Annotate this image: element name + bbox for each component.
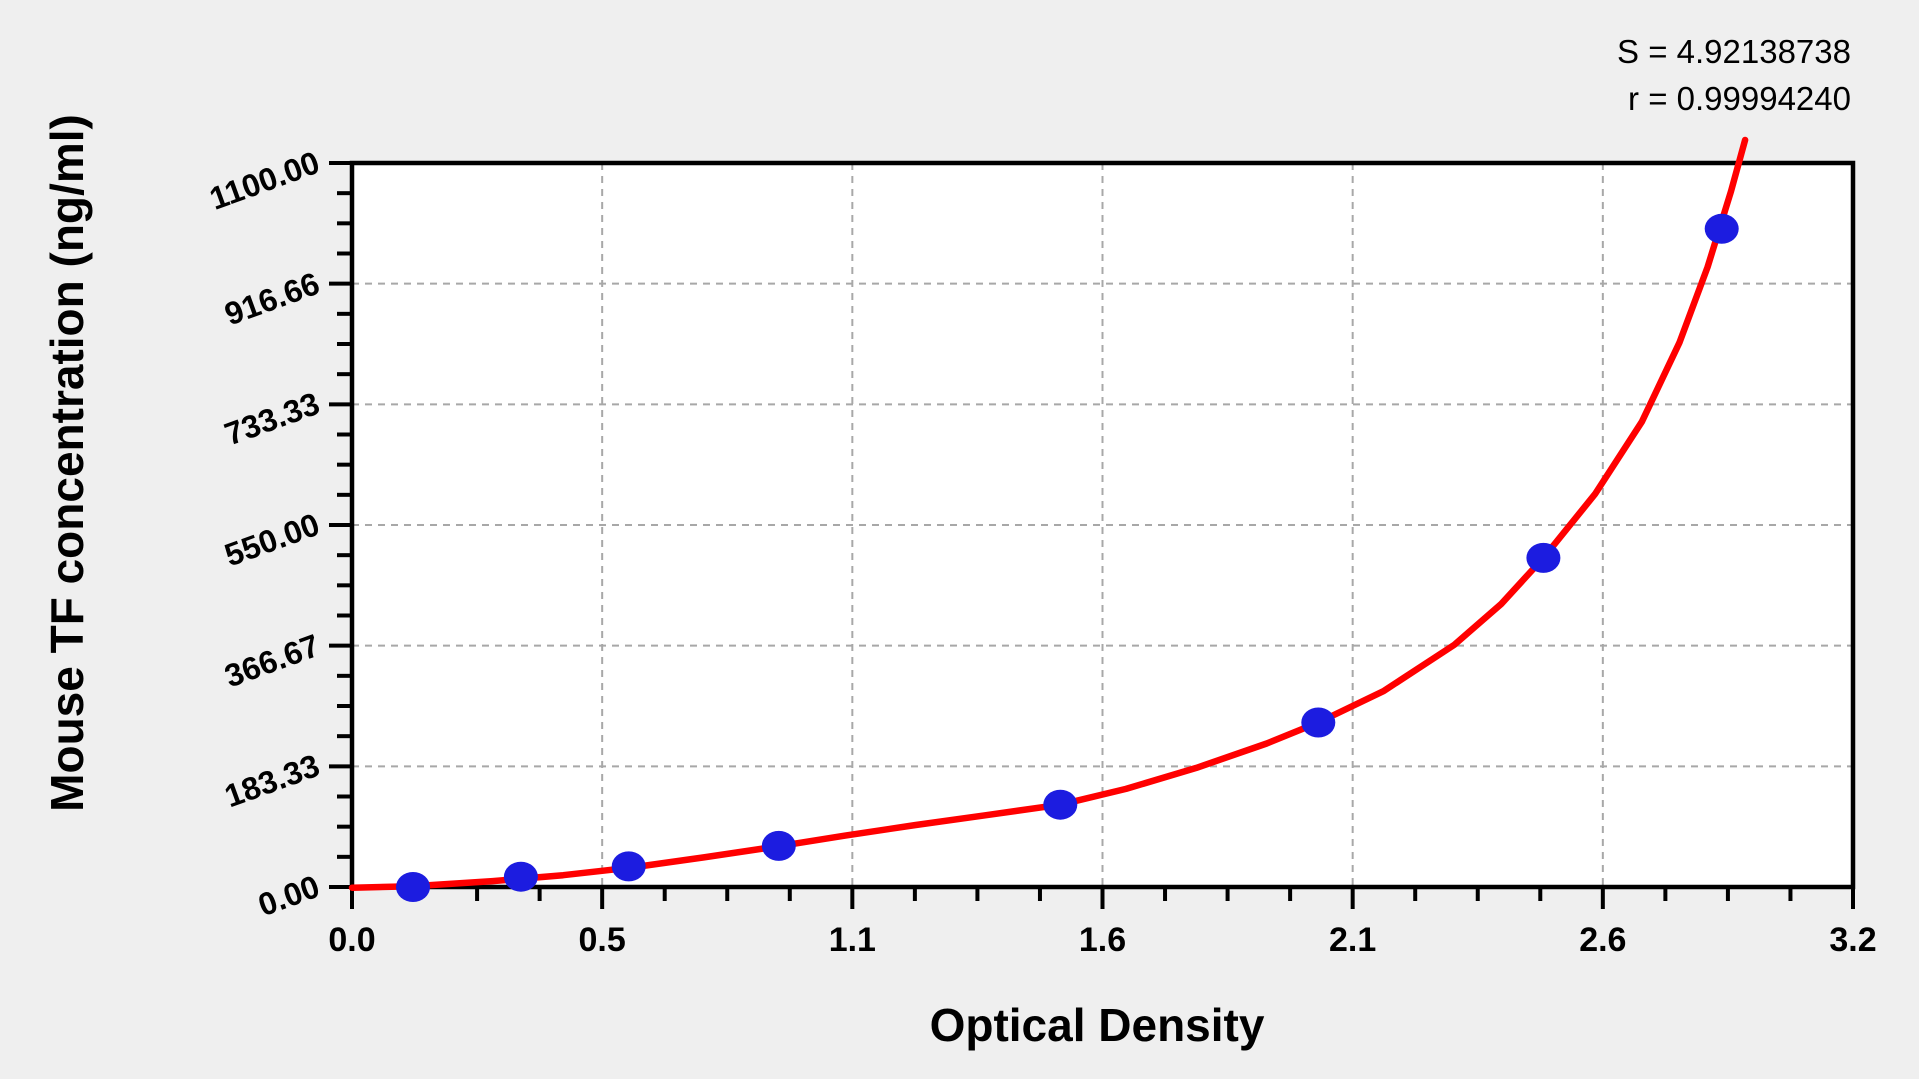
data-point bbox=[1301, 707, 1336, 738]
data-point bbox=[1043, 789, 1078, 820]
x-tick-label: 2.6 bbox=[1579, 921, 1627, 959]
x-tick-label: 0.0 bbox=[328, 921, 376, 959]
data-point bbox=[611, 851, 646, 882]
x-tick-label: 2.1 bbox=[1329, 921, 1377, 959]
data-point bbox=[761, 830, 796, 861]
fit-stat-r: r = 0.99994240 bbox=[1628, 80, 1851, 117]
y-axis-title: Mouse TF concentration (ng/ml) bbox=[41, 114, 93, 812]
data-point bbox=[1526, 542, 1561, 573]
x-axis-title: Optical Density bbox=[929, 999, 1265, 1051]
fit-stat-s: S = 4.92138738 bbox=[1617, 33, 1851, 70]
x-tick-label: 3.2 bbox=[1829, 921, 1877, 959]
data-point bbox=[396, 872, 430, 902]
x-tick-label: 0.5 bbox=[578, 921, 626, 959]
x-tick-label: 1.6 bbox=[1078, 921, 1127, 959]
data-point bbox=[1704, 213, 1739, 244]
data-point bbox=[503, 861, 538, 892]
plot-border bbox=[349, 160, 1856, 890]
fit-statistics: S = 4.92138738 r = 0.99994240 bbox=[1351, 28, 1851, 122]
x-tick-label: 1.1 bbox=[828, 921, 876, 959]
